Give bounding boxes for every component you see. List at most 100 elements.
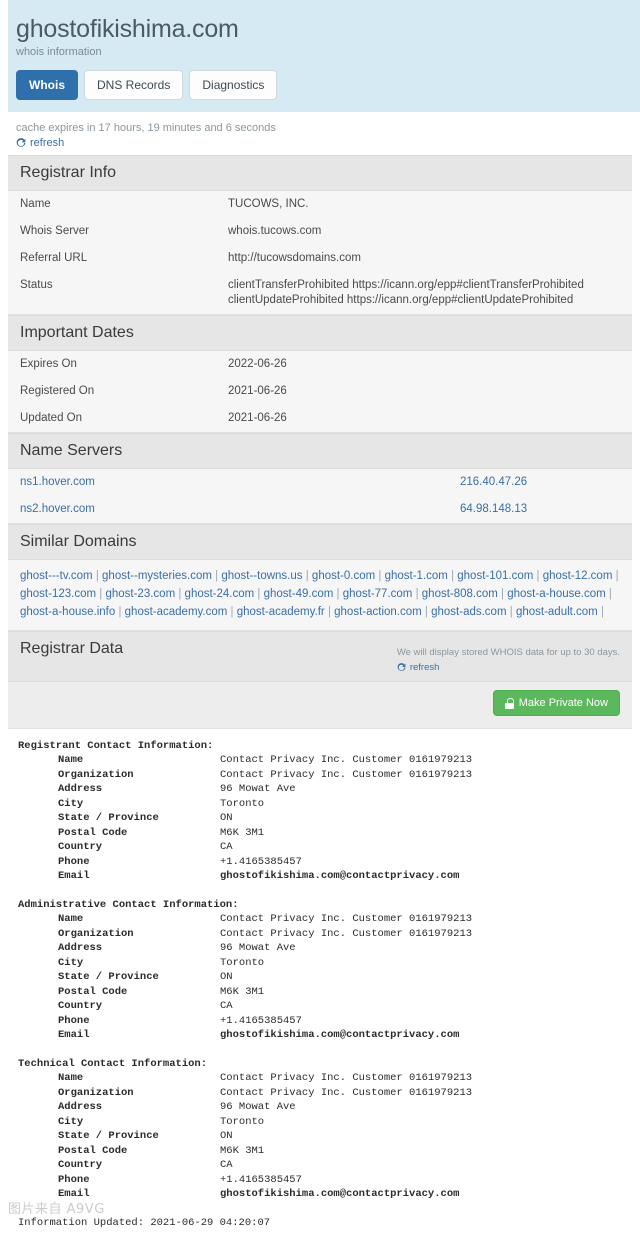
- name-server-row: ns2.hover.com 64.98.148.13: [8, 496, 632, 523]
- cache-refresh-label: refresh: [30, 137, 65, 149]
- similar-domain-link[interactable]: ghost-1.com: [384, 570, 448, 582]
- info-row-value: clientTransferProhibited https://icann.o…: [228, 278, 620, 308]
- whois-field-value: CA: [220, 841, 233, 854]
- whois-field-key: Address: [58, 942, 103, 955]
- name-servers-title: Name Servers: [20, 442, 123, 459]
- cache-expiry-text: cache expires in 17 hours, 19 minutes an…: [16, 122, 276, 134]
- similar-domain-link[interactable]: ghost-101.com: [457, 570, 534, 582]
- tab-dns-records[interactable]: DNS Records: [84, 70, 184, 100]
- registrar-data-refresh-link[interactable]: refresh: [397, 662, 620, 673]
- whois-field-key: City: [58, 797, 84, 810]
- whois-field-key: Country: [58, 841, 103, 854]
- registrar-data-panel: Registrar Data We will display stored WH…: [8, 631, 632, 729]
- whois-field-row: State / Province ON: [0, 970, 640, 984]
- similar-domain-link[interactable]: ghost-academy.fr: [236, 606, 325, 618]
- info-row: Referral URL http://tucowsdomains.com: [8, 245, 632, 272]
- whois-field-row: Phone +1.4165385457: [0, 855, 640, 869]
- cache-refresh-link[interactable]: refresh: [16, 137, 624, 149]
- similar-domain-link[interactable]: ghost-0.com: [311, 570, 376, 582]
- registrar-data-refresh-label: refresh: [409, 662, 440, 673]
- similar-domain-separator: |: [497, 588, 508, 600]
- similar-domain-separator: |: [506, 606, 516, 618]
- similar-domain-link[interactable]: ghost-adult.com: [515, 606, 598, 618]
- similar-domain-link[interactable]: ghost-a-house.com: [507, 588, 606, 600]
- similar-domain-link[interactable]: ghost-academy.com: [124, 606, 228, 618]
- whois-field-row: Organization Contact Privacy Inc. Custome…: [0, 927, 640, 941]
- info-row: Updated On 2021-06-26: [8, 405, 632, 432]
- similar-domain-link[interactable]: ghost--mysteries.com: [102, 570, 212, 582]
- similar-domain-link[interactable]: ghost-23.com: [105, 588, 176, 600]
- whois-field-value: Toronto: [220, 797, 265, 810]
- whois-field-row: State / Province ON: [0, 811, 640, 825]
- whois-field-key: Email: [58, 870, 90, 883]
- whois-field-row: Name Contact Privacy Inc. Customer 016197…: [0, 1071, 640, 1085]
- whois-field-value: ghostofikishima.com@contactprivacy.com: [220, 870, 460, 883]
- important-dates-header: Important Dates: [8, 315, 632, 351]
- similar-domain-link[interactable]: ghost-12.com: [542, 570, 613, 582]
- whois-field-key: Email: [58, 1188, 90, 1201]
- info-row: Whois Server whois.tucows.com: [8, 218, 632, 245]
- similar-domain-link[interactable]: ghost-808.com: [421, 588, 498, 600]
- similar-domain-separator: |: [96, 588, 106, 600]
- whois-field-row: Address 96 Mowat Ave: [0, 1100, 640, 1114]
- similar-domain-separator: |: [533, 570, 543, 582]
- similar-domain-link[interactable]: ghost-49.com: [263, 588, 334, 600]
- info-row-value-line: clientTransferProhibited https://icann.o…: [228, 279, 584, 291]
- similar-domain-link[interactable]: ghost-24.com: [184, 588, 255, 600]
- info-row: Name TUCOWS, INC.: [8, 191, 632, 218]
- similar-domain-separator: |: [211, 570, 222, 582]
- info-row-label: Whois Server: [20, 225, 90, 237]
- whois-field-value: ON: [220, 1130, 233, 1143]
- name-server-ip-link[interactable]: 216.40.47.26: [460, 476, 528, 488]
- name-server-ip-link[interactable]: 64.98.148.13: [460, 503, 528, 515]
- whois-contact-block: Technical Contact Information: Name Contac…: [0, 1057, 640, 1202]
- whois-field-value: Contact Privacy Inc. Customer 0161979213: [220, 927, 473, 940]
- whois-field-row: Email ghostofikishima.com@contactprivacy.…: [0, 1028, 640, 1042]
- similar-domain-link[interactable]: ghost--towns.us: [221, 570, 303, 582]
- tab-diagnostics[interactable]: Diagnostics: [189, 70, 278, 100]
- whois-block-spacer: [0, 884, 640, 898]
- page-title: ghostofikishima.com: [16, 15, 239, 43]
- similar-domain-separator: |: [447, 570, 458, 582]
- whois-field-key: Country: [58, 1159, 103, 1172]
- whois-field-value: Contact Privacy Inc. Customer 0161979213: [220, 768, 473, 781]
- whois-field-row: Postal Code M6K 3M1: [0, 1144, 640, 1158]
- whois-field-key: Address: [58, 1101, 103, 1114]
- whois-field-key: Phone: [58, 1173, 90, 1186]
- whois-field-key: State / Province: [58, 971, 159, 984]
- registrar-data-actions: Make Private Now: [8, 682, 632, 729]
- registrar-data-header: Registrar Data We will display stored WH…: [8, 631, 632, 682]
- info-row: Expires On 2022-06-26: [8, 351, 632, 378]
- name-server-host-link[interactable]: ns1.hover.com: [20, 476, 95, 488]
- registrar-info-panel: Registrar Info Name TUCOWS, INC. Whois Ser…: [8, 155, 632, 315]
- whois-field-value: ghostofikishima.com@contactprivacy.com: [220, 1188, 460, 1201]
- whois-field-key: Email: [58, 1029, 90, 1042]
- whois-field-value: 96 Mowat Ave: [220, 942, 296, 955]
- name-server-host-link[interactable]: ns2.hover.com: [20, 503, 95, 515]
- tab-label: Diagnostics: [202, 78, 265, 92]
- whois-field-row: Postal Code M6K 3M1: [0, 826, 640, 840]
- similar-domain-link[interactable]: ghost-123.com: [20, 588, 97, 600]
- whois-field-row: City Toronto: [0, 1115, 640, 1129]
- important-dates-title: Important Dates: [20, 324, 134, 341]
- whois-updated-footer: Information Updated: 2021-06-29 04:20:07: [18, 1216, 271, 1229]
- similar-domain-separator: |: [175, 588, 185, 600]
- similar-domain-link[interactable]: ghost-a-house.info: [20, 606, 116, 618]
- whois-field-key: Name: [58, 1072, 84, 1085]
- name-servers-header: Name Servers: [8, 433, 632, 469]
- similar-domain-link[interactable]: ghost---tv.com: [20, 570, 93, 582]
- similar-domain-separator: |: [421, 606, 432, 618]
- similar-domain-link[interactable]: ghost-ads.com: [431, 606, 507, 618]
- whois-field-value: M6K 3M1: [220, 985, 265, 998]
- whois-field-row: Email ghostofikishima.com@contactprivacy.…: [0, 869, 640, 883]
- whois-field-row: Postal Code M6K 3M1: [0, 985, 640, 999]
- info-row-value: 2021-06-26: [228, 412, 287, 424]
- whois-field-value: Contact Privacy Inc. Customer 0161979213: [220, 1072, 473, 1085]
- info-row-label: Updated On: [20, 412, 83, 424]
- info-row: Status clientTransferProhibited https://i…: [8, 272, 632, 314]
- similar-domain-link[interactable]: ghost-action.com: [334, 606, 422, 618]
- similar-domain-link[interactable]: ghost-77.com: [342, 588, 413, 600]
- make-private-button[interactable]: Make Private Now: [492, 690, 620, 716]
- tab-whois[interactable]: Whois: [16, 70, 78, 100]
